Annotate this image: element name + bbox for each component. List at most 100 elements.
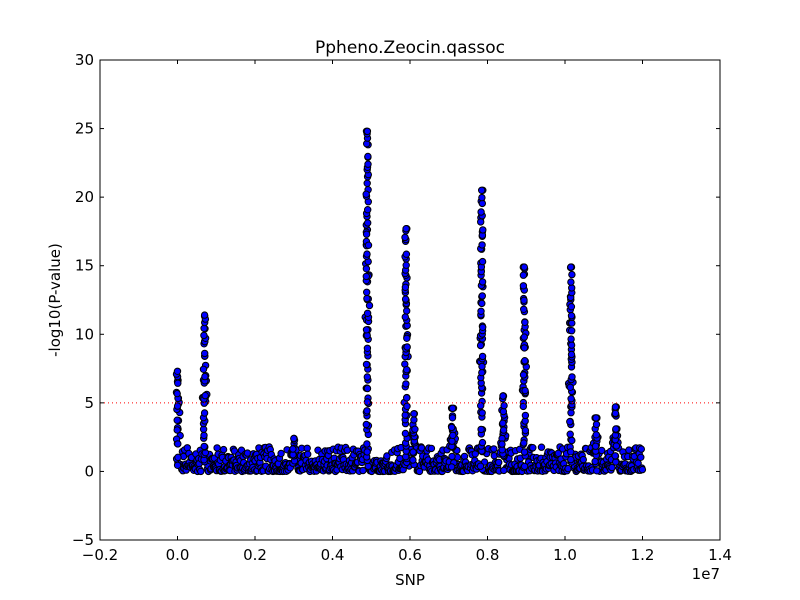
data-point [448, 423, 456, 432]
data-point [520, 448, 529, 456]
data-point [362, 190, 370, 198]
data-point [566, 383, 574, 391]
data-point [243, 449, 252, 457]
data-point [537, 443, 546, 451]
data-point [499, 426, 508, 434]
x-tick-label: 0.4 [321, 546, 345, 564]
data-point [363, 407, 371, 415]
data-point [200, 331, 208, 340]
data-point [363, 127, 372, 136]
data-point [403, 402, 411, 410]
data-point [363, 179, 371, 188]
data-point [625, 446, 633, 454]
x-tick-label: −0.2 [82, 546, 118, 564]
data-point [478, 241, 486, 249]
data-point [579, 455, 587, 464]
y-tick-label: 25 [75, 120, 94, 138]
x-axis-ticks: −0.2 0.0 0.2 0.4 0.6 0.8 1.0 1.2 1.4 [82, 60, 732, 564]
data-point [199, 365, 208, 373]
data-point [197, 467, 205, 476]
data-point [637, 453, 645, 461]
data-point [521, 426, 530, 435]
data-point [608, 463, 616, 472]
data-point [409, 448, 417, 456]
data-point [173, 389, 181, 398]
data-point [593, 467, 601, 475]
x-tick-label: 0.0 [166, 546, 190, 564]
data-point [409, 456, 417, 464]
data-point [403, 394, 411, 402]
data-point [363, 398, 372, 406]
x-tick-label: 1.0 [553, 546, 577, 564]
data-point [637, 445, 645, 453]
data-point [174, 440, 182, 448]
data-point [362, 360, 371, 369]
data-point [520, 344, 529, 352]
data-point [564, 464, 572, 473]
data-points [172, 127, 647, 476]
data-point [521, 318, 529, 326]
data-point [477, 208, 485, 216]
data-point [499, 392, 507, 400]
data-point [174, 453, 182, 461]
data-point [611, 409, 620, 417]
data-point [478, 193, 486, 202]
data-point [592, 420, 601, 429]
data-point [362, 265, 371, 273]
data-point [520, 333, 528, 341]
data-point [567, 263, 575, 271]
data-point [520, 462, 529, 471]
data-point [401, 283, 410, 291]
data-point [478, 292, 486, 300]
data-point [200, 311, 209, 319]
data-point [402, 380, 410, 388]
data-point [362, 272, 370, 281]
data-point [290, 434, 298, 443]
data-point [520, 305, 528, 313]
data-point [478, 257, 487, 266]
data-point [490, 445, 498, 453]
data-point [479, 226, 487, 234]
data-point [411, 425, 419, 433]
y-tick-label: 10 [75, 325, 94, 343]
y-tick-label: 30 [75, 51, 94, 69]
x-tick-label: 0.8 [476, 546, 500, 564]
data-point [401, 233, 409, 242]
data-point [478, 362, 486, 371]
data-point [568, 436, 576, 445]
data-point [519, 282, 528, 290]
data-point [521, 357, 529, 365]
data-point [478, 186, 486, 195]
y-tick-label: 20 [75, 188, 94, 206]
data-point [566, 430, 574, 438]
y-tick-label: 5 [84, 394, 94, 412]
data-point [363, 448, 371, 456]
data-point [611, 452, 619, 460]
data-point [289, 445, 297, 453]
x-axis-label: SNP [395, 571, 425, 589]
data-point [427, 444, 436, 453]
data-point [401, 313, 409, 321]
data-point [363, 288, 371, 296]
data-point [363, 384, 372, 393]
data-point [529, 444, 537, 452]
data-point [447, 463, 456, 471]
data-point [449, 431, 457, 439]
data-point [638, 465, 647, 474]
data-point [410, 410, 418, 418]
data-point [592, 414, 600, 422]
data-point [476, 341, 485, 350]
x-axis-offset-label: 1e7 [692, 565, 720, 583]
x-tick-label: 0.2 [243, 546, 267, 564]
data-point [477, 307, 485, 315]
data-point [173, 461, 182, 469]
data-point [566, 418, 574, 426]
data-point [343, 446, 351, 454]
data-point [213, 444, 221, 452]
data-point [477, 402, 485, 410]
data-point [499, 407, 508, 416]
data-point [201, 391, 209, 400]
data-point [359, 466, 367, 475]
data-point [519, 402, 527, 411]
y-axis-ticks: −5 0 5 10 15 20 25 30 [72, 51, 720, 549]
